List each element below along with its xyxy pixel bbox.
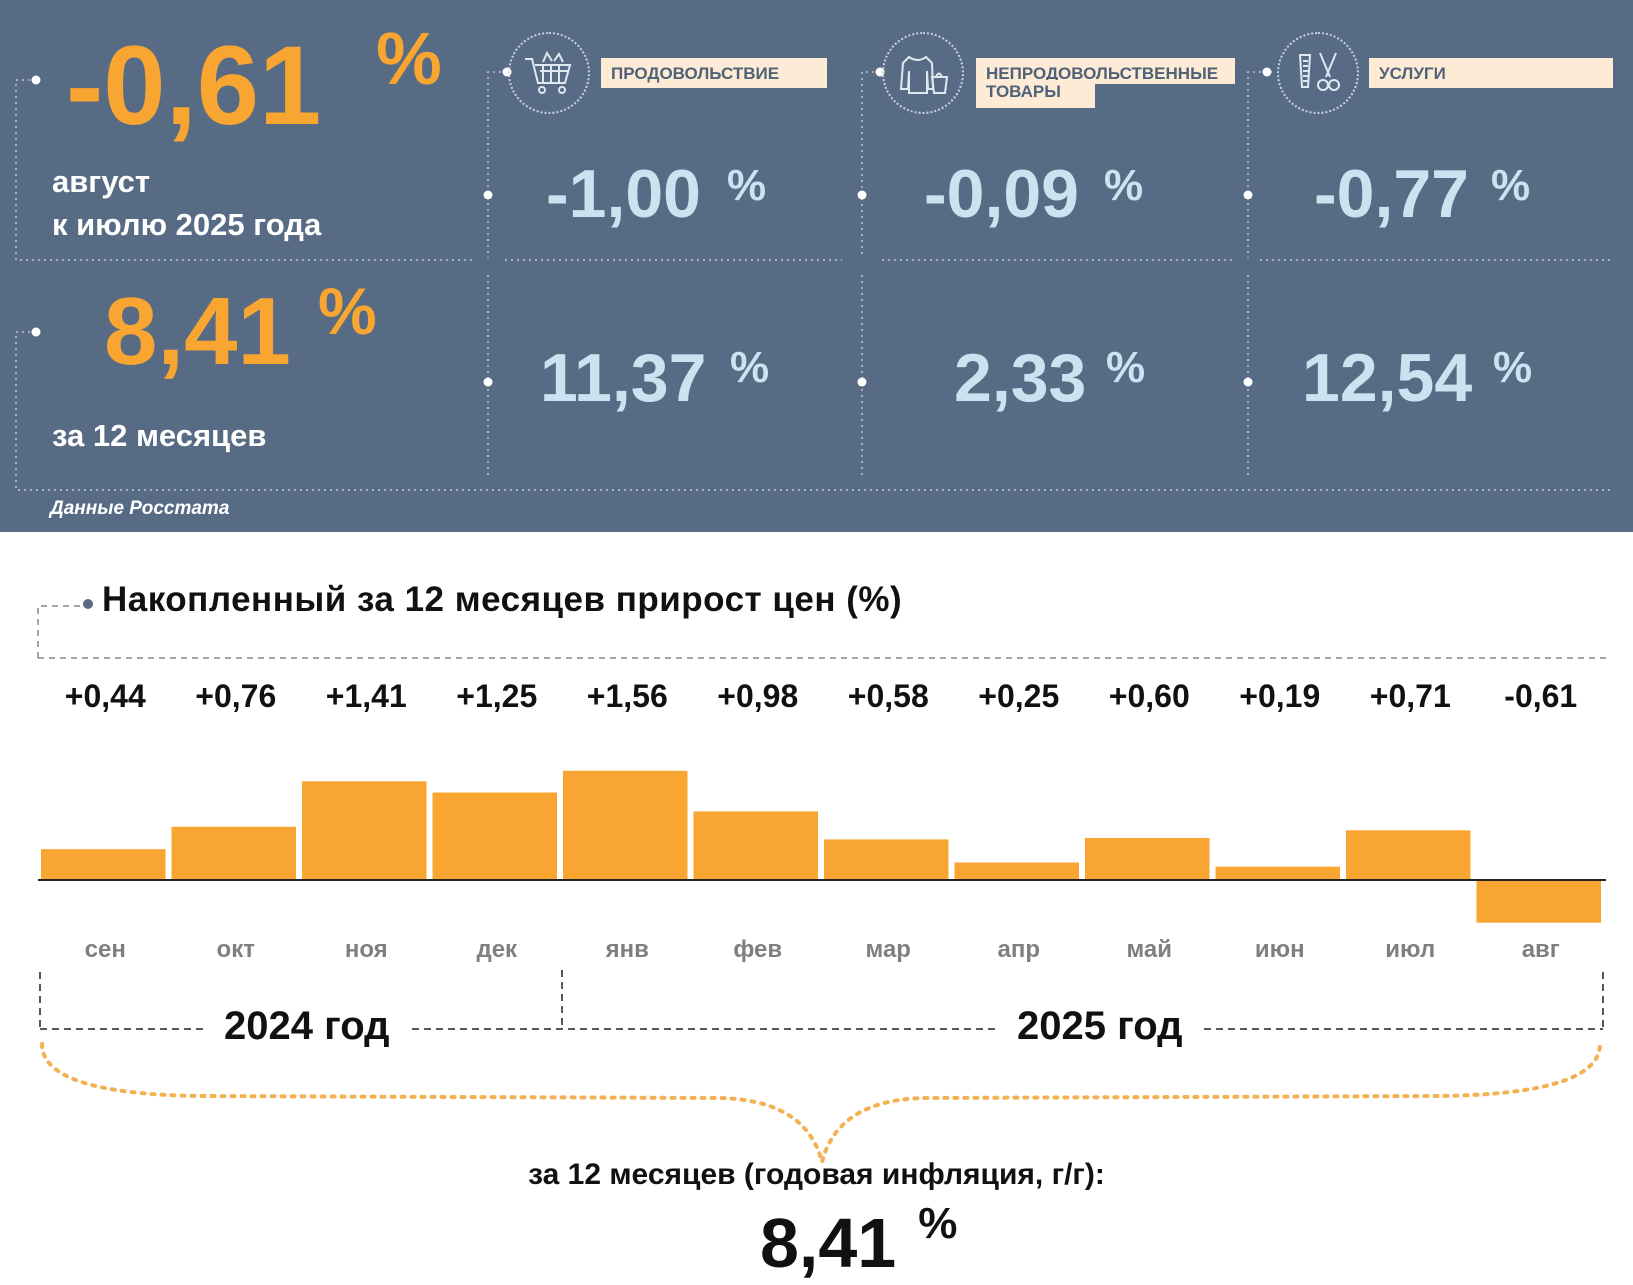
category-label-nonfood-line1: НЕПРОДОВОЛЬСТВЕННЫЕ	[976, 58, 1235, 84]
bar-июн	[1215, 866, 1340, 880]
bar-value-label: +0,98	[717, 678, 799, 714]
month-label: авг	[1521, 936, 1560, 963]
bar-value-label: +1,41	[325, 678, 407, 714]
bar-value-label: +0,76	[195, 678, 277, 714]
monthly-period-line2: к июлю 2025 года	[52, 207, 322, 242]
bar-сен	[41, 849, 166, 880]
bar-фев	[693, 811, 818, 880]
annual-change-value: 8,41	[104, 278, 291, 385]
services-monthly-percent-sign: %	[1491, 161, 1531, 210]
services-annual-percent-sign: %	[1493, 343, 1533, 392]
month-label: апр	[997, 936, 1040, 963]
bar-июл	[1346, 830, 1471, 880]
nonfood-annual-value: 2,33	[954, 340, 1087, 416]
bar-chart	[38, 770, 1606, 923]
food-annual-percent-sign: %	[730, 343, 770, 392]
services-monthly-value: -0,77	[1314, 156, 1469, 232]
month-label: фев	[733, 936, 783, 963]
shopping-cart-icon	[508, 32, 590, 114]
bar-янв	[563, 770, 688, 880]
annual-summary-value: 8,41	[760, 1204, 897, 1282]
infographic-panel: -0,61 % август к июлю 2025 года 8,41 % з…	[0, 0, 1633, 532]
monthly-period-line1: август	[52, 164, 151, 199]
bar-value-label: +0,44	[64, 678, 146, 714]
month-label: янв	[605, 936, 649, 963]
month-label: мар	[865, 936, 911, 963]
year-label-2025: 2025 год	[999, 1004, 1201, 1049]
nonfood-monthly-value: -0,09	[924, 156, 1079, 232]
bar-май	[1085, 838, 1210, 880]
category-label-nonfood-line2: ТОВАРЫ	[976, 80, 1095, 108]
bar-value-label: -0,61	[1504, 678, 1578, 714]
monthly-change-percent-sign: %	[376, 17, 442, 100]
month-label: май	[1126, 936, 1173, 963]
annual-period-caption: за 12 месяцев	[52, 418, 267, 453]
bar-ноя	[302, 781, 427, 880]
annual-change-percent-sign: %	[318, 274, 377, 348]
month-label: окт	[216, 936, 255, 963]
bar-мар	[824, 839, 949, 880]
bar-value-label: +0,19	[1239, 678, 1321, 714]
bar-value-label: +0,71	[1369, 678, 1451, 714]
month-label: сен	[84, 936, 126, 963]
month-label: ноя	[344, 936, 388, 963]
data-source-note: Данные Росстата	[50, 498, 230, 519]
annual-brace	[40, 1042, 1602, 1170]
food-monthly-percent-sign: %	[727, 161, 767, 210]
monthly-change-value: -0,61	[66, 23, 322, 148]
nonfood-annual-percent-sign: %	[1106, 343, 1146, 392]
month-label: июл	[1385, 936, 1436, 963]
bar-value-label: +0,58	[847, 678, 929, 714]
annual-summary-percent-sign: %	[918, 1199, 958, 1248]
clothing-bag-icon	[882, 32, 964, 114]
annual-summary-caption: за 12 месяцев (годовая инфляция, г/г):	[528, 1158, 1105, 1191]
chart-title: Накопленный за 12 месяцев прирост цен (%…	[102, 580, 903, 619]
services-annual-value: 12,54	[1302, 340, 1473, 416]
bar-окт	[171, 826, 296, 880]
nonfood-monthly-percent-sign: %	[1104, 161, 1144, 210]
category-label-services: УСЛУГИ	[1369, 58, 1613, 88]
month-label: дек	[476, 936, 518, 963]
annual-summary: 8,41 %	[760, 1202, 957, 1282]
food-annual-value: 11,37	[540, 340, 707, 416]
bar-дек	[432, 792, 557, 880]
comb-scissors-icon	[1277, 32, 1359, 114]
food-monthly-value: -1,00	[546, 156, 701, 232]
bar-авг	[1476, 880, 1601, 923]
month-label: июн	[1254, 936, 1305, 963]
year-label-2024: 2024 год	[206, 1004, 408, 1049]
bar-value-label: +1,56	[586, 678, 668, 714]
bar-value-label: +1,25	[456, 678, 538, 714]
bar-value-label: +0,60	[1108, 678, 1190, 714]
bar-value-label: +0,25	[978, 678, 1060, 714]
category-label-food: ПРОДОВОЛЬСТВИЕ	[601, 58, 827, 88]
bar-апр	[954, 862, 1079, 880]
